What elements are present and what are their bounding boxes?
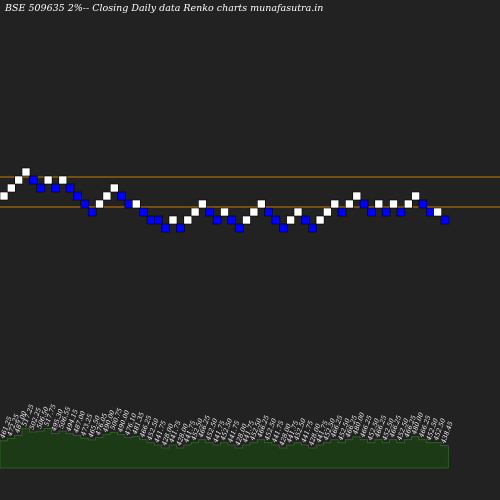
renko-brick-down: [154, 215, 163, 225]
renko-brick-down: [139, 207, 148, 217]
renko-brick-down: [80, 199, 90, 209]
renko-brick-down: [65, 183, 75, 193]
renko-brick-up: [293, 207, 303, 217]
renko-brick-down: [73, 191, 82, 201]
renko-brick-up: [190, 207, 200, 217]
renko-brick-down: [227, 215, 237, 225]
renko-brick-up: [374, 199, 384, 209]
renko-brick-down: [124, 199, 134, 209]
renko-brick-up: [389, 199, 398, 209]
chart-title: BSE 509635 2%-- Closing Daily data Renko…: [5, 3, 324, 14]
renko-brick-down: [87, 207, 97, 217]
renko-brick-down: [308, 223, 318, 233]
renko-brick-down: [176, 223, 185, 233]
renko-brick-up: [14, 175, 23, 185]
renko-brick-up: [198, 199, 207, 209]
renko-brick-up: [411, 191, 420, 201]
renko-brick-up: [168, 215, 178, 225]
renko-brick-up: [43, 175, 53, 185]
renko-brick-down: [117, 191, 126, 201]
renko-brick-up: [315, 215, 325, 225]
renko-brick-down: [36, 183, 46, 193]
renko-brick-up: [403, 199, 413, 209]
renko-brick-up: [249, 207, 259, 217]
renko-brick-up: [220, 207, 229, 217]
renko-brick-up: [323, 207, 332, 217]
renko-brick-up: [345, 199, 354, 209]
renko-brick-down: [205, 207, 215, 217]
renko-brick-down: [367, 207, 376, 217]
renko-brick-up: [7, 183, 16, 193]
renko-brick-down: [271, 215, 281, 225]
volume-area-fill: [0, 428, 449, 469]
renko-brick-down: [337, 207, 347, 217]
renko-brick-down: [264, 207, 273, 217]
renko-brick-down: [278, 223, 288, 233]
renko-brick-up: [352, 191, 362, 201]
renko-brick-down: [29, 175, 38, 185]
renko-brick-up: [95, 199, 104, 209]
renko-brick-up: [21, 167, 31, 177]
renko-brick-down: [396, 207, 406, 217]
renko-brick-up: [0, 191, 9, 201]
renko-brick-up: [330, 199, 340, 209]
renko-brick-up: [58, 175, 68, 185]
renko-brick-up: [433, 207, 442, 217]
renko-brick-down: [161, 223, 170, 233]
renko-brick-down: [381, 207, 391, 217]
renko-brick-down: [425, 207, 435, 217]
renko-brick-down: [234, 223, 244, 233]
volume-area: [0, 428, 449, 469]
renko-bricks: [0, 167, 450, 233]
renko-brick-up: [132, 199, 141, 209]
renko-brick-up: [183, 215, 193, 225]
renko-brick-down: [359, 199, 369, 209]
renko-brick-down: [418, 199, 428, 209]
renko-brick-down: [146, 215, 156, 225]
renko-brick-up: [110, 183, 119, 193]
renko-brick-down: [440, 215, 450, 225]
renko-brick-down: [51, 183, 60, 193]
renko-brick-up: [242, 215, 251, 225]
price-labels: 461.25472.25487.00517.25502.25506.50517.…: [0, 403, 455, 447]
renko-brick-down: [212, 215, 222, 225]
renko-brick-up: [256, 199, 266, 209]
renko-brick-up: [102, 191, 112, 201]
renko-brick-up: [286, 215, 295, 225]
renko-brick-down: [300, 215, 310, 225]
